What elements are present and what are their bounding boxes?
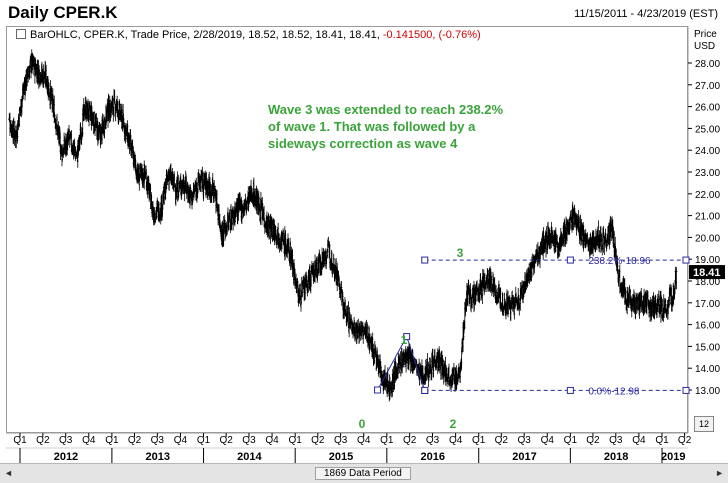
quarter-label: Q4 — [449, 435, 463, 446]
y-tick-label: 15.00 — [695, 342, 720, 353]
y-tick-label: 25.00 — [695, 124, 720, 135]
fib-handle[interactable] — [566, 256, 574, 264]
legend-change: -0.141500, (-0.76%) — [382, 29, 481, 41]
y-tick-label: 18.00 — [695, 277, 720, 288]
fib-label: 238.2%-18.96 — [588, 256, 651, 267]
fib-label: 0.0%-12.98 — [588, 386, 640, 397]
y-tick-label: 26.00 — [695, 103, 720, 114]
quarter-label: Q1 — [380, 435, 394, 446]
quarter-label: Q4 — [632, 435, 646, 446]
quarter-label: Q3 — [59, 435, 73, 446]
series-legend: BarOHLC, CPER.K, Trade Price, 2/28/2019,… — [16, 29, 481, 41]
y-tick-label: 17.00 — [695, 299, 720, 310]
quarter-label: Q2 — [495, 435, 509, 446]
quarter-label: Q1 — [655, 435, 669, 446]
quarter-label: Q2 — [219, 435, 233, 446]
y-tick-label: 20.00 — [695, 233, 720, 244]
quarter-label: Q2 — [403, 435, 417, 446]
quarter-label: Q3 — [151, 435, 165, 446]
wave-handle[interactable] — [403, 333, 411, 341]
quarter-label: Q2 — [678, 435, 692, 446]
quarter-label: Q4 — [541, 435, 555, 446]
wave-label: 1 — [401, 333, 408, 347]
year-label: 2019 — [661, 451, 685, 463]
year-label: 2012 — [54, 451, 78, 463]
quarter-label: Q1 — [197, 435, 211, 446]
wave-handle[interactable] — [421, 386, 429, 394]
last-price-tag — [689, 265, 725, 280]
quarter-label: Q2 — [311, 435, 325, 446]
y-tick-label: 16.00 — [695, 321, 720, 332]
quarter-label: Q2 — [36, 435, 50, 446]
fib-handle[interactable] — [566, 386, 574, 394]
quarter-label: Q1 — [472, 435, 486, 446]
y-tick-label: 24.00 — [695, 146, 720, 157]
quarter-label: Q4 — [357, 435, 371, 446]
scroll-left-icon[interactable]: ◄ — [4, 468, 13, 478]
wave-line[interactable] — [406, 336, 426, 391]
wave-label: 0 — [359, 417, 366, 431]
quarter-label: Q3 — [334, 435, 348, 446]
quarter-label: Q1 — [289, 435, 303, 446]
quarter-label: Q1 — [105, 435, 119, 446]
year-label: 2014 — [237, 451, 262, 463]
year-label: 2017 — [512, 451, 536, 463]
price-axis-header: Price USD — [694, 29, 717, 53]
fib-handle[interactable] — [682, 256, 690, 264]
ohlc-bar — [675, 267, 678, 290]
y-tick-label: 13.00 — [695, 386, 720, 397]
wave-handle[interactable] — [374, 386, 382, 394]
quarter-label: Q4 — [82, 435, 96, 446]
last-price-label: 18.41 — [693, 267, 721, 279]
year-label: 2018 — [604, 451, 628, 463]
quarter-label: Q3 — [609, 435, 623, 446]
price-chart[interactable]: 13.00 14.00 15.00 16.00 17.00 18.00 19.00 20.00… — [0, 0, 728, 463]
quarter-label: Q3 — [517, 435, 531, 446]
axis-scale-button[interactable]: 12 — [694, 416, 714, 432]
footer-bar: ◄ 1869 Data Period ► — [0, 463, 728, 483]
y-tick-label: 14.00 — [695, 364, 720, 375]
y-tick-label: 23.00 — [695, 168, 720, 179]
quarter-label: Q2 — [586, 435, 600, 446]
wave-annotation: Wave 3 was extended to reach 238.2% of w… — [268, 102, 504, 151]
year-label: 2013 — [145, 451, 169, 463]
price-axis-currency: USD — [694, 41, 716, 52]
quarter-label: Q2 — [128, 435, 142, 446]
wave-label: 2 — [450, 417, 457, 431]
chart-header: Daily CPER.K 11/15/2011 - 4/23/2019 (EST… — [0, 0, 728, 26]
wave-label: 3 — [457, 246, 464, 260]
y-tick-label: 22.00 — [695, 190, 720, 201]
ohlc-bar — [213, 180, 216, 203]
legend-text: BarOHLC, CPER.K, Trade Price, 2/28/2019,… — [30, 29, 380, 41]
ohlc-bar — [539, 256, 542, 268]
year-label: 2015 — [329, 451, 353, 463]
quarter-label: Q4 — [265, 435, 279, 446]
y-tick-label: 28.00 — [695, 59, 720, 70]
scroll-right-icon[interactable]: ► — [715, 468, 724, 478]
year-label: 2016 — [421, 451, 445, 463]
date-range: 11/15/2011 - 4/23/2019 (EST) — [574, 8, 718, 20]
quarter-label: Q4 — [174, 435, 188, 446]
fib-handle[interactable] — [421, 256, 429, 264]
y-tick-label: 19.00 — [695, 255, 720, 266]
price-axis-label: Price — [694, 29, 717, 40]
fib-handle[interactable] — [682, 386, 690, 394]
y-tick-label: 21.00 — [695, 212, 720, 223]
y-tick-label: 27.00 — [695, 81, 720, 92]
quarter-label: Q1 — [13, 435, 27, 446]
ohlc-bar — [191, 191, 194, 210]
quarter-label: Q3 — [426, 435, 440, 446]
quarter-label: Q1 — [564, 435, 578, 446]
legend-series-icon — [16, 29, 26, 39]
quarter-label: Q3 — [242, 435, 256, 446]
wave-line[interactable] — [377, 336, 408, 391]
data-period-label: 1869 Data Period — [315, 467, 411, 480]
chart-title: Daily CPER.K — [8, 3, 118, 22]
ohlc-bar — [554, 227, 557, 253]
